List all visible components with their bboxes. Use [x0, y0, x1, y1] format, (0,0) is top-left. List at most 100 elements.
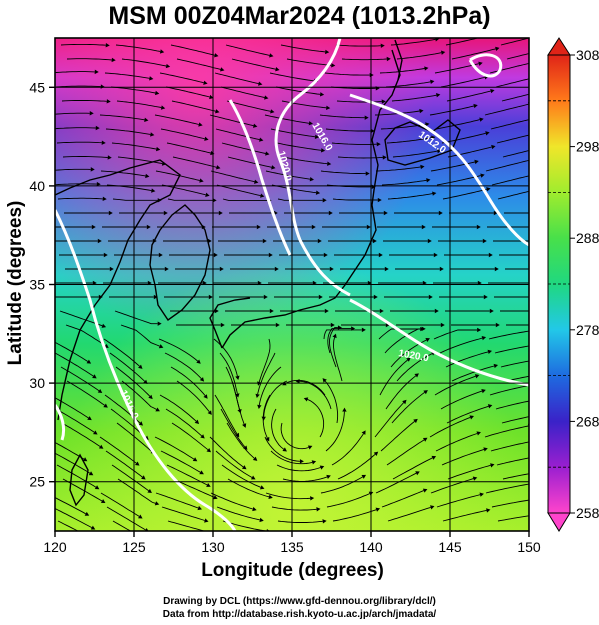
streamline-arrowhead	[539, 342, 543, 346]
streamline	[55, 507, 93, 528]
streamline-arrowhead	[203, 80, 208, 85]
streamline-arrowhead	[165, 63, 171, 69]
streamline-arrowhead	[370, 128, 375, 134]
streamline	[436, 175, 481, 186]
streamline-arrowhead	[144, 117, 149, 122]
streamline-arrowhead	[422, 437, 428, 442]
streamline	[121, 380, 157, 410]
streamline-arrowhead	[337, 325, 342, 330]
streamline	[446, 405, 489, 424]
colorbar: 308 298 288 278 268 258	[547, 37, 599, 532]
streamline	[430, 478, 474, 494]
streamline	[215, 450, 253, 478]
streamline	[285, 379, 326, 396]
streamline-arrowhead	[84, 511, 90, 516]
streamline	[496, 457, 529, 466]
streamline	[55, 168, 91, 171]
streamline-arrowhead	[529, 482, 533, 486]
streamline-arrowhead	[431, 455, 437, 460]
streamline	[210, 170, 255, 183]
streamline	[62, 156, 108, 158]
streamline-arrowhead	[265, 436, 270, 442]
isobar-1016-west	[55, 209, 237, 531]
streamline-arrowhead	[282, 447, 287, 452]
streamline-arrowhead	[432, 191, 437, 196]
streamline	[375, 472, 417, 494]
streamline-arrowhead	[220, 322, 225, 328]
streamline	[379, 68, 425, 74]
streamline	[337, 453, 376, 480]
isobar-1020-north	[228, 99, 292, 256]
streamline	[176, 380, 210, 412]
streamline-arrowhead	[274, 266, 279, 272]
streamline-arrowhead	[440, 322, 445, 328]
streamline	[116, 422, 152, 452]
streamline-arrowhead	[270, 109, 275, 114]
streamline-arrowhead	[90, 525, 96, 530]
streamline-arrowhead	[380, 43, 385, 48]
streamline	[374, 402, 405, 438]
streamline-arrowhead	[308, 121, 313, 126]
streamline-arrowhead	[434, 308, 439, 314]
streamline-arrowhead	[486, 508, 491, 513]
streamline	[445, 351, 489, 368]
streamline	[496, 134, 529, 144]
streamline	[379, 359, 408, 396]
streamline	[221, 464, 261, 488]
streamline-arrowhead	[476, 224, 481, 230]
streamline	[258, 366, 282, 406]
streamline	[299, 380, 332, 410]
streamline-arrowhead	[262, 238, 267, 244]
streamline	[99, 436, 137, 464]
streamline	[219, 352, 238, 394]
streamline	[120, 324, 160, 347]
streamline-arrowhead	[386, 56, 391, 62]
streamline	[209, 114, 254, 127]
streamline-arrowhead	[322, 198, 327, 203]
streamline-arrowhead	[427, 238, 432, 244]
streamline-arrowhead	[106, 99, 111, 104]
streamline	[490, 441, 529, 452]
streamline	[390, 38, 436, 46]
streamline	[440, 390, 483, 410]
streamline	[112, 520, 132, 531]
streamline	[319, 114, 365, 119]
streamline	[112, 198, 158, 201]
streamline-arrowhead	[271, 165, 276, 170]
streamline	[391, 392, 425, 424]
streamline-arrowhead	[534, 116, 538, 120]
streamline-arrowhead	[413, 418, 418, 424]
streamline-arrowhead	[539, 74, 543, 78]
streamline	[105, 128, 151, 135]
streamline-arrowhead	[433, 252, 438, 258]
streamline	[61, 422, 101, 447]
streamline-arrowhead	[205, 192, 210, 197]
streamline-arrowhead	[254, 179, 259, 184]
streamline	[56, 141, 102, 144]
streamline	[500, 38, 529, 46]
streamline-arrowhead	[323, 252, 328, 258]
streamline-arrowhead	[487, 404, 493, 409]
streamline-arrowhead	[299, 459, 304, 464]
y-axis-label: Latitude (degrees)	[5, 200, 26, 366]
streamline	[221, 142, 266, 154]
streamline-arrowhead	[324, 308, 329, 314]
streamline	[332, 509, 377, 522]
streamline-arrowhead	[329, 266, 334, 272]
streamline	[165, 408, 202, 437]
streamline	[489, 62, 529, 74]
streamline-arrowhead	[207, 410, 212, 415]
streamline	[55, 397, 89, 419]
streamline	[392, 150, 438, 158]
streamline	[385, 81, 431, 88]
streamline-arrowhead	[478, 61, 483, 66]
streamline-arrowhead	[212, 198, 217, 203]
streamline-arrowhead	[384, 266, 389, 272]
streamline-arrowhead	[197, 505, 202, 511]
streamline-arrowhead	[326, 474, 331, 480]
streamline	[435, 433, 478, 452]
streamline-arrowhead	[97, 539, 102, 543]
streamline	[331, 142, 377, 145]
lon-tick-label: 150	[517, 539, 541, 555]
streamline-arrowhead	[98, 444, 104, 449]
